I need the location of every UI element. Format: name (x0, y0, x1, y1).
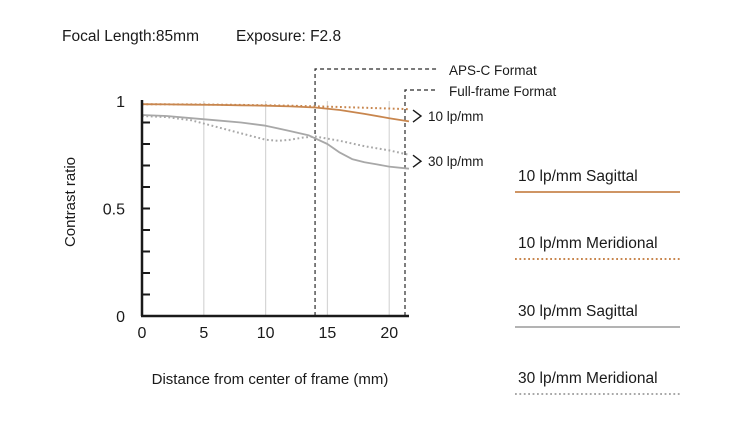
series-line-3 (141, 114, 410, 170)
line-label: 10 lp/mm (428, 109, 484, 124)
x-tick-label: 10 (257, 325, 275, 342)
legend-entry-label: 30 lp/mm Sagittal (518, 303, 638, 320)
y-tick-label: 0.5 (103, 202, 125, 219)
series-line-2 (141, 103, 410, 111)
x-tick-label: 20 (380, 325, 398, 342)
exposure-label: Exposure: F2.8 (236, 28, 341, 45)
y-ticks (142, 121, 150, 296)
legend-entry-label: 10 lp/mm Sagittal (518, 168, 638, 185)
focal-length-label: Focal Length:85mm (62, 28, 199, 45)
legend-entry-label: 10 lp/mm Meridional (518, 235, 658, 252)
full-frame-marker-label: Full-frame Format (449, 84, 557, 99)
x-axis-label: Distance from center of frame (mm) (152, 371, 389, 388)
y-tick-label: 1 (116, 94, 125, 111)
x-tick-label: 5 (199, 325, 208, 342)
aps-c-marker-line (314, 68, 438, 316)
y-tick-label: 0 (116, 309, 125, 326)
line-labels: 10 lp/mm 30 lp/mm (412, 109, 484, 169)
line-label-chevron-icon (412, 109, 423, 123)
full-frame-marker-line (404, 89, 438, 316)
y-axis-label: Contrast ratio (62, 157, 79, 247)
line-label: 30 lp/mm (428, 154, 484, 169)
axes: 0 5 10 15 20 0 0.5 1 (103, 94, 409, 342)
x-tick-label: 15 (319, 325, 337, 342)
aps-c-marker-label: APS-C Format (449, 63, 537, 78)
series-lines (141, 103, 410, 170)
format-markers: APS-C Format Full-frame Format (314, 63, 557, 316)
legend-entry-label: 30 lp/mm Meridional (518, 370, 658, 387)
series-line-4 (141, 115, 410, 156)
x-tick-label: 0 (138, 325, 147, 342)
line-label-chevron-icon (412, 154, 423, 168)
grid-lines (203, 101, 390, 316)
legend: 10 lp/mm Sagittal 10 lp/mm Meridional 30 l… (515, 168, 680, 395)
